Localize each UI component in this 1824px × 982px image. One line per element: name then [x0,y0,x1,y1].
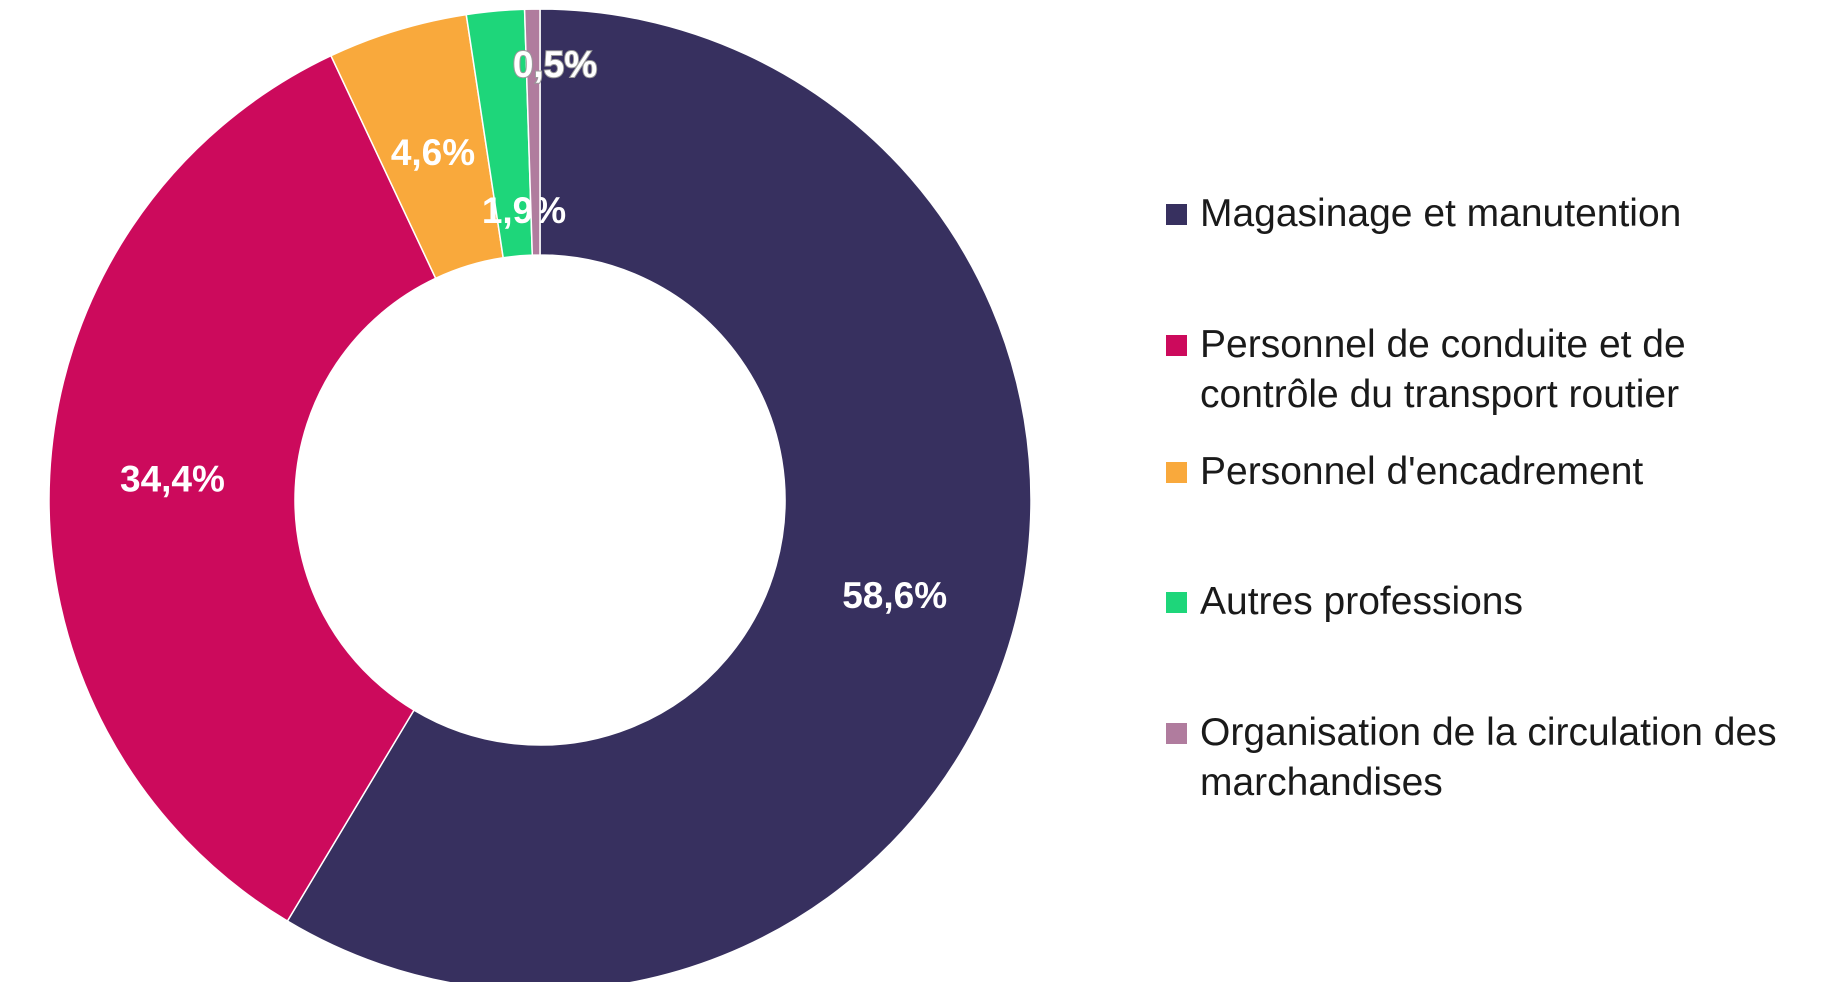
legend-label: Personnel de conduite et de contrôle du … [1200,323,1686,416]
legend-label: Magasinage et manutention [1200,192,1682,235]
data-label: 0,5% [513,44,597,85]
legend-swatch [1166,462,1187,483]
data-label: 58,6% [842,575,947,616]
legend-label: Personnel d'encadrement [1200,450,1644,493]
legend-swatch [1166,592,1187,613]
legend-swatch [1166,335,1187,356]
legend-label: Autres professions [1200,580,1523,623]
legend-label: Organisation de la circulation des march… [1200,711,1777,804]
data-label: 1,9% [482,190,566,231]
legend-item: Organisation de la circulation des march… [1166,708,1786,808]
data-label: 4,6% [391,132,475,173]
donut-slice [523,8,541,256]
data-label: 34,4% [120,458,225,499]
legend-swatch [1166,204,1187,225]
donut-slice [286,8,1032,982]
legend-item: Autres professions [1166,577,1786,627]
legend-swatch [1166,723,1187,744]
legend-item: Personnel de conduite et de contrôle du … [1166,320,1786,420]
legend-item: Personnel d'encadrement [1166,447,1786,497]
legend-item: Magasinage et manutention [1166,189,1786,239]
donut-slice [48,54,437,923]
